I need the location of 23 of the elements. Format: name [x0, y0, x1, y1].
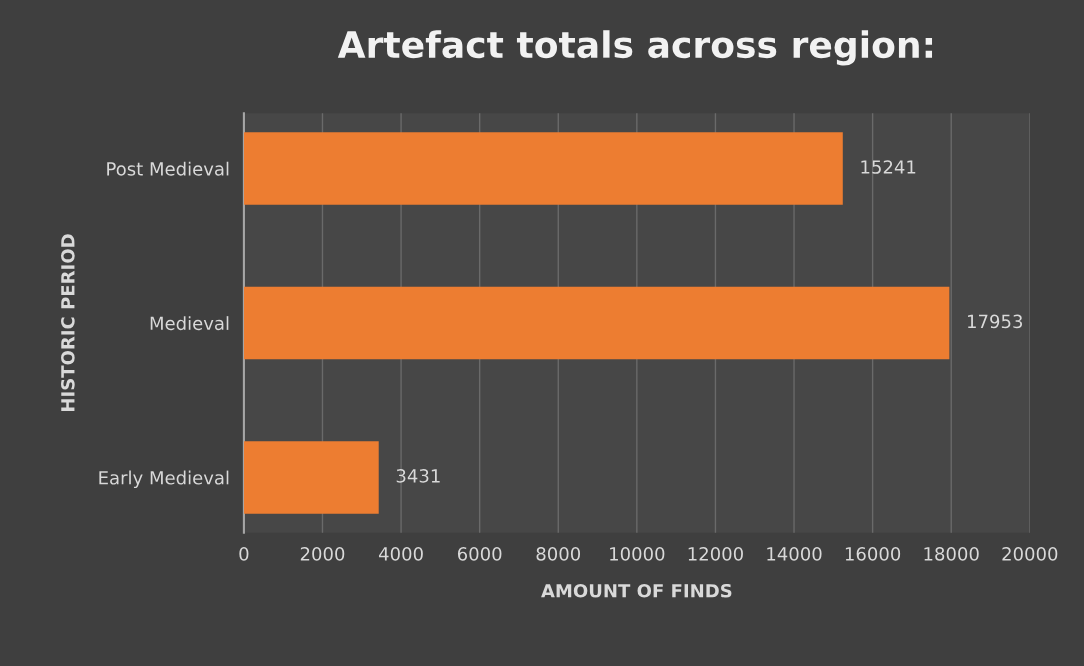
- x-tick-label: 18000: [924, 547, 979, 561]
- chart-title: Artefact totals across region:: [337, 30, 933, 66]
- x-tick-label: 20000: [1002, 547, 1058, 561]
- x-tick-label: 14000: [767, 547, 822, 561]
- x-axis-title: AMOUNT OF FINDS: [541, 583, 732, 598]
- y-tick-label: Medieval: [150, 316, 229, 331]
- y-tick-label: Early Medieval: [99, 470, 229, 489]
- bar: [243, 441, 379, 514]
- x-tick-label: 8000: [536, 547, 581, 561]
- bar: [243, 132, 843, 205]
- data-label: 3431: [396, 469, 440, 483]
- x-tick-label: 12000: [688, 547, 743, 561]
- y-tick-label: Post Medieval: [107, 161, 229, 176]
- bar: [243, 286, 950, 360]
- x-tick-label: 2000: [300, 547, 345, 561]
- x-tick-label: 4000: [378, 547, 423, 561]
- x-tick-label: 16000: [845, 547, 901, 561]
- y-axis-title: HISTORIC PERIOD: [61, 234, 75, 411]
- x-tick-label: 0: [239, 547, 249, 561]
- x-tick-label: 6000: [457, 547, 502, 561]
- data-label: 17953: [968, 314, 1023, 329]
- x-tick-label: 10000: [610, 547, 665, 561]
- data-label: 15241: [861, 160, 916, 174]
